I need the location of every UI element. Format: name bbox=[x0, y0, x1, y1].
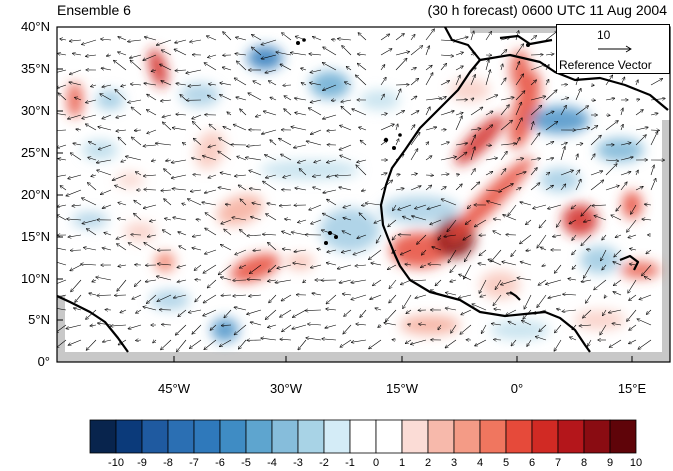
lat-label-25n: 25°N bbox=[20, 145, 50, 160]
colorbar-segment bbox=[141, 419, 169, 454]
colorbar-tick-label: -2 bbox=[319, 457, 329, 469]
colorbar-segment bbox=[583, 419, 611, 454]
islands bbox=[296, 38, 530, 245]
lat-label-35n: 35°N bbox=[20, 61, 50, 76]
colorbar-segment bbox=[271, 419, 299, 454]
colorbar-segment bbox=[167, 419, 195, 454]
colorbar-tick-label: -7 bbox=[189, 457, 199, 469]
colorbar-tick-label: 9 bbox=[606, 457, 614, 469]
lon-label-45w: 45°W bbox=[158, 381, 190, 396]
lat-label-0: 0° bbox=[37, 354, 50, 369]
colorbar-tick-label: -1 bbox=[345, 457, 355, 469]
colorbar-segment bbox=[297, 419, 325, 454]
colorbar-tick-label: -10 bbox=[108, 457, 124, 469]
map-title-left: Ensemble 6 bbox=[57, 2, 131, 18]
colorbar-segment bbox=[89, 419, 117, 454]
colorbar-segment bbox=[453, 419, 481, 454]
missing-data-area bbox=[662, 120, 670, 362]
lat-label-5n: 5°N bbox=[28, 312, 50, 327]
coastlines bbox=[57, 27, 669, 353]
lat-label-20n: 20°N bbox=[20, 187, 50, 202]
lat-label-30n: 30°N bbox=[20, 103, 50, 118]
colorbar-tick-label: 1 bbox=[398, 457, 406, 469]
reference-vector-label: Reference Vector bbox=[559, 58, 652, 72]
colorbar-tick-label: 8 bbox=[580, 457, 588, 469]
lon-label-15e: 15°E bbox=[617, 381, 647, 396]
colorbar-tick-label: 6 bbox=[528, 457, 536, 469]
colorbar-tick-label: -3 bbox=[293, 457, 303, 469]
missing-data-area bbox=[57, 352, 670, 362]
reference-vector-box: 10 Reference Vector bbox=[556, 24, 670, 74]
colorbar-tick-label: 2 bbox=[424, 457, 432, 469]
axis-ticks bbox=[57, 26, 633, 363]
colorbar-segment bbox=[609, 419, 637, 454]
colorbar-tick-label: -9 bbox=[137, 457, 147, 469]
colorbar-segment bbox=[245, 419, 273, 454]
colorbar-segment bbox=[427, 419, 455, 454]
lat-label-10n: 10°N bbox=[20, 271, 50, 286]
lon-label-30w: 30°W bbox=[270, 381, 302, 396]
lon-label-15w: 15°W bbox=[386, 381, 418, 396]
colorbar-segment bbox=[479, 419, 507, 454]
colorbar-segment bbox=[505, 419, 533, 454]
colorbar-tick-label: -8 bbox=[163, 457, 173, 469]
colorbar bbox=[89, 419, 637, 454]
colorbar-tick-label: 10 bbox=[629, 457, 643, 469]
reference-vector-value: 10 bbox=[597, 28, 611, 42]
colorbar-tick-label: -5 bbox=[241, 457, 251, 469]
colorbar-tick-label: 3 bbox=[450, 457, 458, 469]
lon-label-0: 0° bbox=[510, 381, 524, 396]
colorbar-segment bbox=[401, 419, 429, 454]
lat-label-40n: 40°N bbox=[20, 19, 50, 34]
colorbar-segment bbox=[193, 419, 221, 454]
colorbar-tick-label: -4 bbox=[267, 457, 277, 469]
colorbar-tick-label: 0 bbox=[372, 457, 380, 469]
colorbar-segment bbox=[323, 419, 351, 454]
lat-label-15n: 15°N bbox=[20, 229, 50, 244]
colorbar-segment bbox=[349, 419, 377, 454]
colorbar-segment bbox=[531, 419, 559, 454]
colorbar-tick-label: 7 bbox=[554, 457, 562, 469]
colorbar-segment bbox=[115, 419, 143, 454]
colorbar-segment bbox=[375, 419, 403, 454]
colorbar-tick-label: 5 bbox=[502, 457, 510, 469]
colorbar-tick-label: -6 bbox=[215, 457, 225, 469]
reference-arrow-icon bbox=[598, 45, 632, 53]
colorbar-segment bbox=[219, 419, 247, 454]
colorbar-tick-label: 4 bbox=[476, 457, 484, 469]
colorbar-segment bbox=[557, 419, 585, 454]
map-title-right: (30 h forecast) 0600 UTC 11 Aug 2004 bbox=[427, 2, 667, 18]
